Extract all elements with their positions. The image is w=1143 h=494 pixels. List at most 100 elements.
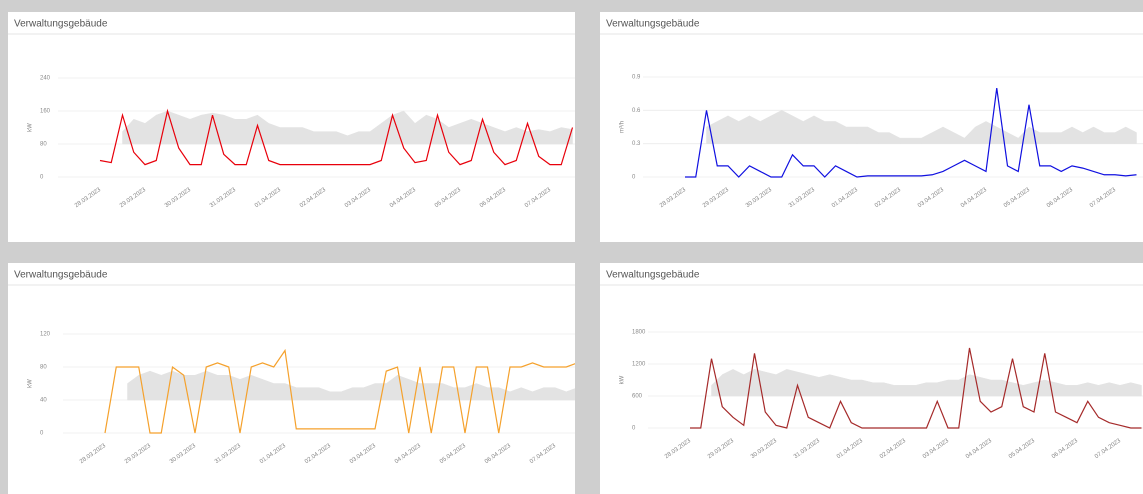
reference-band	[846, 126, 858, 144]
reference-band	[149, 370, 162, 401]
reference-band	[770, 109, 782, 144]
reference-band	[926, 382, 938, 397]
reference-band	[273, 383, 286, 401]
reference-band	[818, 374, 830, 397]
reference-band	[183, 375, 196, 401]
chart-title: Verwaltungsgebäude	[14, 19, 108, 30]
y-axis-label: kW	[28, 379, 34, 388]
panel-background	[600, 12, 1143, 242]
reference-band	[781, 109, 793, 144]
reference-band	[561, 127, 573, 145]
y-tick-label: 0.9	[632, 75, 641, 81]
y-tick-label: 0	[40, 175, 44, 181]
y-tick-label: 80	[40, 365, 47, 371]
data-line	[104, 348, 575, 434]
y-tick-label: 1800	[632, 330, 646, 336]
y-tick-label: 0	[632, 426, 636, 432]
reference-band	[1125, 126, 1137, 144]
reference-band	[217, 375, 229, 401]
y-axis-label: kW	[620, 375, 626, 384]
y-tick-label: 240	[40, 76, 51, 82]
y-tick-label: 0.3	[632, 141, 641, 147]
panel-background	[8, 263, 575, 494]
reference-band	[538, 129, 551, 145]
reference-band	[352, 387, 364, 401]
reference-band	[178, 114, 191, 145]
reference-band	[1066, 385, 1078, 397]
y-axis-label: m³/h	[620, 121, 626, 133]
reference-band	[392, 110, 404, 145]
reference-band	[910, 137, 922, 144]
y-tick-label: 160	[40, 109, 51, 115]
reference-band	[1050, 132, 1062, 144]
reference-band	[947, 379, 959, 397]
reference-band	[223, 114, 236, 145]
data-line	[690, 347, 1142, 429]
chart-title: Verwaltungsgebäude	[606, 19, 700, 30]
y-tick-label: 40	[40, 398, 47, 404]
reference-band	[861, 379, 873, 397]
reference-band	[894, 385, 906, 397]
reference-band	[358, 131, 371, 145]
reference-band	[279, 127, 292, 145]
y-tick-label: 120	[40, 332, 51, 338]
reference-band	[212, 112, 224, 145]
reference-band	[937, 379, 949, 397]
chart-title: Verwaltungsgebäude	[14, 270, 108, 281]
reference-band	[904, 385, 916, 397]
reference-band	[840, 377, 852, 397]
panel-background	[600, 263, 1143, 494]
reference-band	[459, 118, 472, 145]
reference-band	[878, 132, 890, 144]
reference-band	[324, 131, 337, 145]
reference-band	[251, 374, 263, 401]
reference-band	[189, 114, 202, 145]
reference-band	[133, 118, 146, 145]
reference-band	[543, 387, 556, 401]
reference-band	[980, 377, 992, 397]
reference-band	[1104, 132, 1116, 144]
y-axis-label: kW	[28, 123, 34, 132]
chart-panel: VerwaltungsgebäudekW06001200180028.03.20…	[600, 263, 1143, 494]
reference-band	[797, 371, 809, 397]
reference-band	[899, 137, 911, 144]
reference-band	[851, 379, 863, 397]
reference-band	[291, 127, 303, 145]
y-tick-label: 0	[632, 175, 636, 181]
reference-band	[172, 370, 184, 401]
data-line	[99, 108, 574, 166]
chart-title: Verwaltungsgebäude	[606, 270, 700, 281]
reference-band	[1130, 382, 1142, 397]
reference-band	[329, 391, 342, 401]
plot-area	[685, 88, 1137, 178]
reference-band	[990, 379, 1002, 397]
y-tick-label: 0.6	[632, 108, 641, 114]
reference-band	[1039, 132, 1051, 144]
reference-band	[313, 131, 326, 145]
reference-band	[808, 374, 820, 397]
plot-area	[690, 347, 1142, 429]
chart-panel: Verwaltungsgebäudem³/h00.30.60.928.03.20…	[600, 12, 1143, 242]
plot-area	[104, 348, 575, 434]
reference-band	[765, 371, 777, 397]
plot-area	[99, 108, 574, 166]
y-tick-label: 600	[632, 394, 643, 400]
y-tick-label: 1200	[632, 362, 646, 368]
reference-band	[206, 370, 218, 401]
reference-band	[566, 388, 575, 401]
reference-band	[527, 129, 539, 145]
reference-band	[856, 126, 868, 144]
y-tick-label: 0	[40, 431, 44, 437]
reference-band	[872, 382, 884, 397]
reference-band	[296, 387, 308, 401]
reference-band	[234, 119, 247, 145]
reference-band	[829, 374, 841, 397]
reference-band	[307, 387, 319, 401]
data-line	[685, 88, 1137, 178]
reference-band	[824, 121, 836, 144]
y-tick-label: 80	[40, 142, 47, 148]
